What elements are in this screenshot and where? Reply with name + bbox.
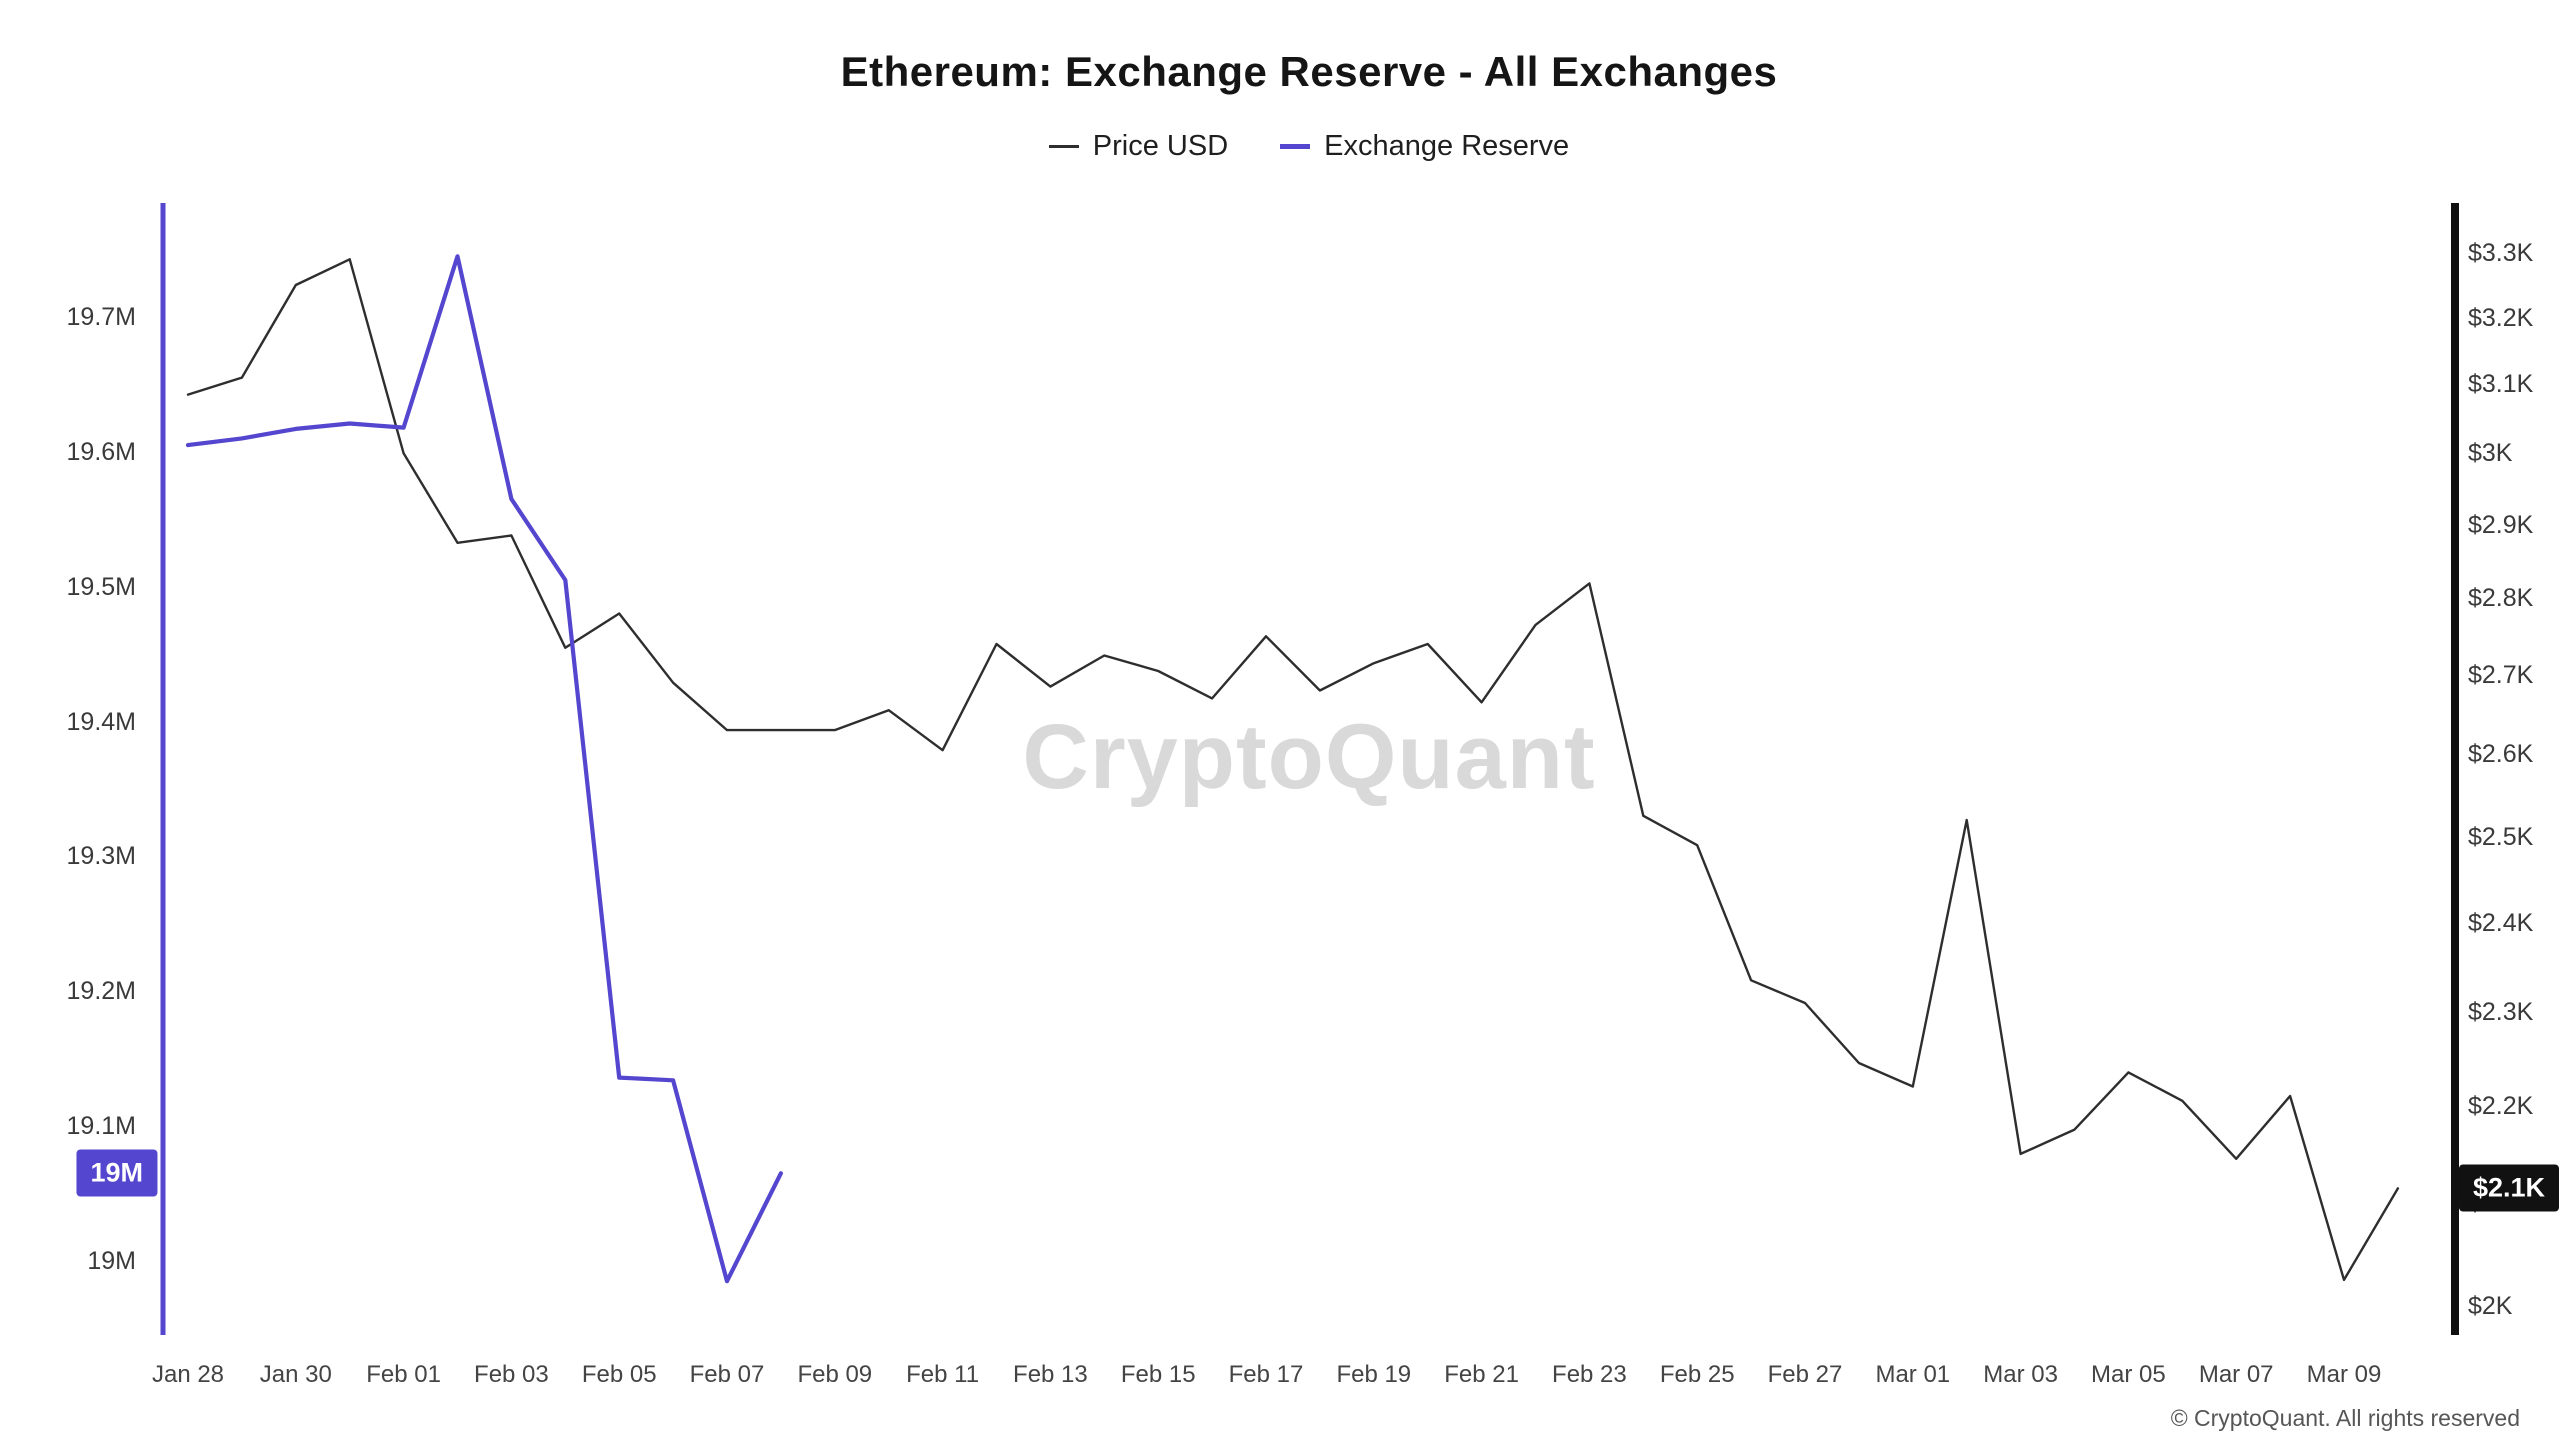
left-axis-tick-label: 19M xyxy=(87,1247,136,1275)
x-axis-tick-label: Jan 30 xyxy=(259,1361,332,1388)
right-axis-tick-label: $2.7K xyxy=(2468,660,2534,689)
right-axis-tick-label: $3K xyxy=(2468,439,2513,468)
x-axis-tick-label: Feb 11 xyxy=(906,1361,980,1388)
right-axis-tick-label: $2.3K xyxy=(2468,998,2534,1027)
x-axis-tick-label: Mar 05 xyxy=(2091,1361,2166,1388)
right-axis-tick-label: $2.9K xyxy=(2468,510,2534,539)
x-axis-tick-label: Feb 23 xyxy=(1552,1361,1627,1388)
x-axis-tick-label: Mar 01 xyxy=(1875,1361,1951,1388)
right-axis-tick-label: $2.4K xyxy=(2468,908,2534,937)
left-axis-tick-label: 19.7M xyxy=(66,302,136,331)
left-axis-tick-label: 19.2M xyxy=(66,977,136,1006)
legend-label-price-usd: Price USD xyxy=(1092,129,1229,162)
right-axis-tick-label: $3.1K xyxy=(2468,370,2534,399)
left-axis-tick-label: 19.3M xyxy=(66,842,136,871)
right-axis-tick-label: $2.8K xyxy=(2468,584,2534,613)
chart-title: Ethereum: Exchange Reserve - All Exchang… xyxy=(840,48,1778,95)
right-axis-tick-label: $2.2K xyxy=(2468,1091,2534,1120)
left-axis-tick-label: 19.1M xyxy=(66,1112,136,1141)
x-axis: Jan 28 Jan 30 Feb 01 Feb 03 Feb 05 Feb 07 Feb … xyxy=(0,1360,2560,1400)
left-axis-tick-label: 19.5M xyxy=(66,572,136,601)
x-axis-tick-label: Feb 15 xyxy=(1120,1361,1196,1388)
price-line-swatch-icon xyxy=(1048,144,1079,148)
x-axis-tick-label: Feb 21 xyxy=(1444,1361,1519,1388)
x-axis-tick-label: Feb 25 xyxy=(1659,1361,1735,1388)
left-axis-tick-label: 19.4M xyxy=(66,707,136,736)
copyright-notice: © CryptoQuant. All rights reserved xyxy=(2170,1405,2520,1431)
right-axis-tick-label: $2.5K xyxy=(2468,822,2534,851)
x-axis-tick-label: Jan 28 xyxy=(151,1361,225,1388)
x-axis-tick-label: Feb 01 xyxy=(366,1361,441,1388)
left-axis-tick-label: 19.6M xyxy=(66,437,136,466)
price-usd-line xyxy=(186,258,2400,1282)
x-axis-tick-label: Feb 27 xyxy=(1767,1361,1843,1388)
reserve-line-swatch-icon xyxy=(1280,143,1311,149)
x-axis-tick-label: Feb 03 xyxy=(474,1361,549,1388)
x-axis-tick-label: Feb 17 xyxy=(1228,1361,1304,1388)
legend-label-exchange-reserve: Exchange Reserve xyxy=(1324,129,1570,162)
right-axis-tick-label: $3.2K xyxy=(2468,303,2534,332)
x-axis-tick-label: Mar 03 xyxy=(1983,1361,2058,1388)
legend-item-exchange-reserve[interactable]: Exchange Reserve xyxy=(1280,130,1569,163)
price-current-value-badge: $2.1K xyxy=(2459,1164,2560,1212)
x-axis-tick-label: Mar 07 xyxy=(2198,1361,2274,1388)
right-axis-tick-label: $3.3K xyxy=(2468,238,2534,267)
x-axis-tick-label: Mar 09 xyxy=(2306,1361,2382,1388)
exchange-reserve-line xyxy=(185,254,784,1284)
left-y-axis: 19.7M 19.6M 19.5M 19.4M 19.3M 19.2M 19.1M 19M xyxy=(0,0,150,1440)
x-axis-tick-label: Feb 13 xyxy=(1013,1361,1088,1388)
legend-item-price-usd[interactable]: Price USD xyxy=(1048,129,1229,163)
right-y-axis: $3.3K $3.2K $3.1K $3K $2.9K $2.8K $2.7K $2.6K $2… xyxy=(2468,0,2560,1440)
right-axis-tick-label: $2K xyxy=(2468,1292,2513,1320)
right-axis-tick-label: $2.6K xyxy=(2468,740,2534,769)
cryptoquant-watermark: CryptoQuant xyxy=(1022,706,1596,808)
legend: Price USD Exchange Reserve xyxy=(163,128,2455,164)
x-axis-tick-label: Feb 07 xyxy=(689,1361,765,1388)
reserve-current-value-badge: 19M xyxy=(76,1149,157,1197)
x-axis-tick-label: Feb 19 xyxy=(1336,1361,1412,1388)
x-axis-tick-label: Feb 05 xyxy=(581,1361,657,1388)
x-axis-tick-label: Feb 09 xyxy=(797,1361,873,1388)
